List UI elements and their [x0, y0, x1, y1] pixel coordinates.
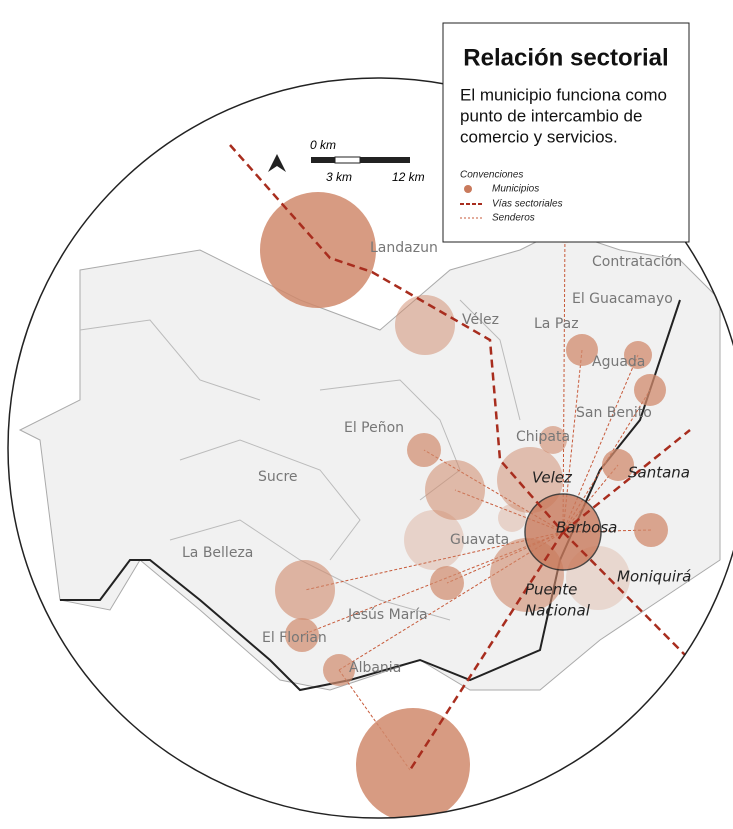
place-label: El Peñon — [344, 420, 404, 436]
legend-item: Municipios — [492, 184, 539, 195]
place-label: Albania — [349, 660, 401, 676]
description: punto de intercambio de — [460, 106, 642, 125]
legend-item: Senderos — [492, 213, 535, 224]
north-arrow — [268, 154, 286, 172]
place-label: Sucre — [258, 469, 298, 485]
sector-roads — [229, 144, 691, 771]
place-label: Jesús María — [347, 607, 428, 623]
scale-label: 3 km — [326, 170, 352, 184]
label-barbosa: Barbosa — [556, 519, 617, 537]
scale-bar: 0 km 3 km 12 km — [268, 138, 425, 184]
description: El municipio funciona como — [460, 85, 667, 104]
label-velez: Velez — [532, 469, 573, 487]
place-label: Guavata — [450, 532, 509, 548]
map-boundary — [7, 77, 733, 819]
title: Relación sectorial — [463, 44, 668, 71]
place-label: La Paz — [534, 316, 579, 332]
place-label: Chipata — [516, 429, 570, 445]
scale-label: 0 km — [310, 138, 336, 152]
place-label: El Florian — [262, 630, 327, 646]
place-label: San Benito — [576, 405, 652, 421]
place-label: Vélez — [462, 312, 499, 328]
place-label: La Belleza — [182, 545, 253, 561]
description: comercio y servicios. — [460, 127, 618, 146]
label-nacional: Nacional — [525, 602, 591, 620]
info-panel: Relación sectorial El municipio funciona… — [442, 22, 690, 243]
legend-item: Vías sectoriales — [492, 199, 563, 210]
place-label: Contratación — [592, 254, 682, 270]
label-puente: Puente — [525, 581, 577, 599]
scale-label: 12 km — [392, 170, 425, 184]
place-label: Aguada — [592, 354, 645, 370]
place-label: Landazun — [370, 240, 438, 256]
place-label: El Guacamayo — [572, 291, 673, 307]
legend-title: Convenciones — [460, 170, 523, 181]
label-moniquira: Moniquirá — [617, 568, 691, 586]
label-santana: Santana — [628, 464, 690, 482]
